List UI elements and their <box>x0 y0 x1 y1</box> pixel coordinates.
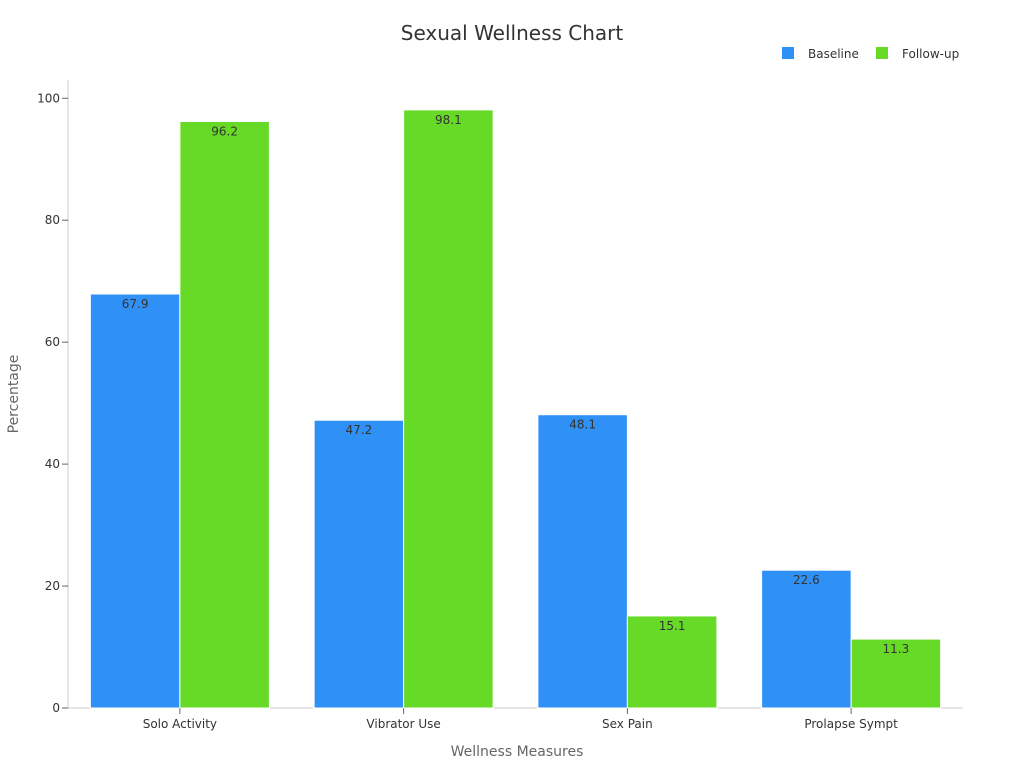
data-label: 96.2 <box>211 124 238 138</box>
bar-follow-up <box>179 120 270 709</box>
legend-swatch <box>876 47 888 59</box>
legend-label: Follow-up <box>902 47 959 61</box>
y-tick-label: 100 <box>37 91 60 105</box>
bar-baseline <box>89 293 181 709</box>
bar-baseline <box>313 419 405 709</box>
y-axis-ticks: 0 20 40 60 80 100 <box>37 91 68 715</box>
y-axis-title: Percentage <box>6 355 22 434</box>
x-axis-title: Wellness Measures <box>451 744 584 760</box>
bar-follow-up <box>403 109 494 709</box>
bar-follow-up <box>626 615 718 709</box>
y-tick-label: 0 <box>52 701 60 715</box>
legend-swatch <box>782 47 794 59</box>
data-label: 15.1 <box>659 619 686 633</box>
x-tick-label: Sex Pain <box>602 717 653 731</box>
y-tick-label: 40 <box>45 457 60 471</box>
x-tick-label: Prolapse Sympt <box>804 717 898 731</box>
data-label: 67.9 <box>122 297 149 311</box>
data-label: 47.2 <box>346 423 373 437</box>
x-axis-ticks: Solo Activity Vibrator Use Sex Pain Prolaps… <box>143 708 898 731</box>
bar-baseline <box>537 414 628 709</box>
y-tick-label: 20 <box>45 579 60 593</box>
data-label: 98.1 <box>435 113 462 127</box>
data-label: 48.1 <box>569 418 596 432</box>
bars: 67.9 96.2 47.2 98.1 48.1 15.1 22.6 11.3 <box>89 109 942 709</box>
y-tick-label: 80 <box>45 213 60 227</box>
legend-label: Baseline <box>808 47 859 61</box>
bar-follow-up <box>850 638 942 709</box>
x-tick-label: Vibrator Use <box>366 717 440 731</box>
x-tick-label: Solo Activity <box>143 717 217 731</box>
chart-title: Sexual Wellness Chart <box>401 21 624 45</box>
data-label: 22.6 <box>793 573 820 587</box>
y-tick-label: 60 <box>45 335 60 349</box>
data-label: 11.3 <box>883 642 910 656</box>
bar-baseline <box>761 569 852 709</box>
legend: Baseline Follow-up <box>782 47 959 61</box>
